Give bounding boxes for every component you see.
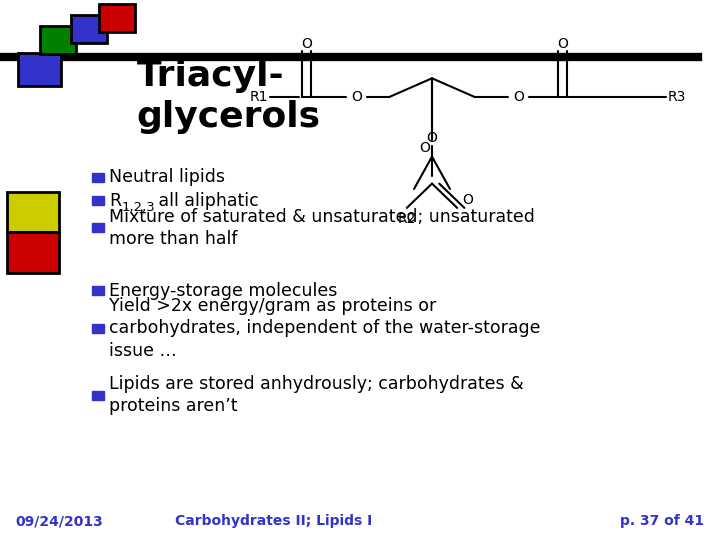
Text: O: O <box>351 90 362 104</box>
Text: O: O <box>557 37 568 51</box>
Text: Lipids are stored anhydrously; carbohydrates &
proteins aren’t: Lipids are stored anhydrously; carbohydr… <box>109 375 524 415</box>
FancyBboxPatch shape <box>71 15 107 43</box>
FancyBboxPatch shape <box>92 172 104 181</box>
Text: 09/24/2013: 09/24/2013 <box>16 514 104 528</box>
Text: R2: R2 <box>397 212 416 226</box>
Text: Mixture of saturated & unsaturated; unsaturated
more than half: Mixture of saturated & unsaturated; unsa… <box>109 208 535 248</box>
Text: all aliphatic: all aliphatic <box>153 192 258 210</box>
Text: glycerols: glycerols <box>137 100 321 134</box>
Text: p. 37 of 41: p. 37 of 41 <box>620 514 704 528</box>
Text: O: O <box>419 141 431 156</box>
Text: 1,2,3: 1,2,3 <box>122 201 156 214</box>
Text: R: R <box>109 192 122 210</box>
FancyBboxPatch shape <box>7 232 59 273</box>
Text: Neutral lipids: Neutral lipids <box>109 168 225 186</box>
FancyBboxPatch shape <box>40 26 76 54</box>
Text: R1: R1 <box>250 90 269 104</box>
Text: Energy-storage molecules: Energy-storage molecules <box>109 281 338 300</box>
Text: R3: R3 <box>667 90 686 104</box>
Text: O: O <box>301 37 312 51</box>
FancyBboxPatch shape <box>92 286 104 295</box>
FancyBboxPatch shape <box>92 391 104 400</box>
Text: Triacyl-: Triacyl- <box>137 59 284 93</box>
FancyBboxPatch shape <box>92 223 104 232</box>
FancyBboxPatch shape <box>18 53 61 86</box>
FancyBboxPatch shape <box>92 323 104 333</box>
FancyBboxPatch shape <box>92 196 104 205</box>
Text: Yield >2x energy/gram as proteins or
carbohydrates, independent of the water-sto: Yield >2x energy/gram as proteins or car… <box>109 297 541 360</box>
FancyBboxPatch shape <box>99 4 135 32</box>
Text: O: O <box>462 193 474 207</box>
Text: O: O <box>426 131 438 145</box>
Text: Carbohydrates II; Lipids I: Carbohydrates II; Lipids I <box>175 514 372 528</box>
Text: O: O <box>513 90 524 104</box>
FancyBboxPatch shape <box>7 192 59 232</box>
